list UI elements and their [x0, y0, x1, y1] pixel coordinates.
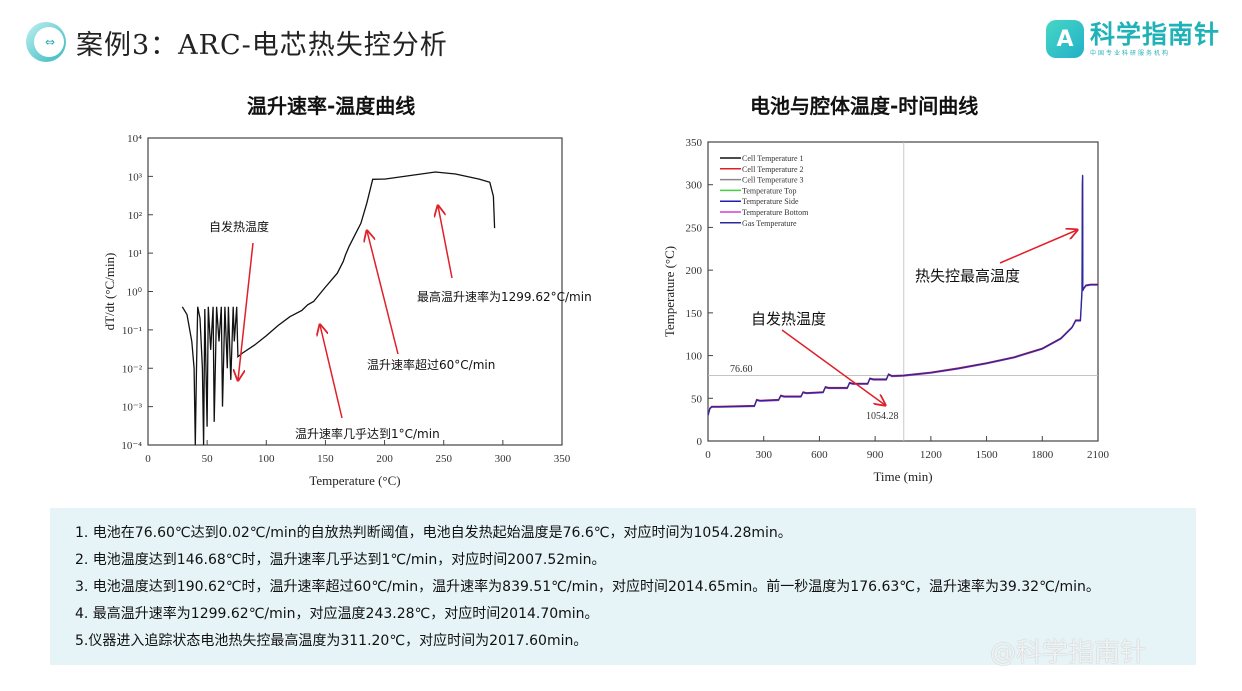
- chart2-ylabel: Temperature (°C): [662, 246, 677, 337]
- chart1-arrow-over-60: [367, 231, 399, 355]
- chart1-annotation-max-rate: 最高温升速率为1299.62°C/min: [417, 290, 592, 304]
- chart2-xtick-label: 2100: [1087, 449, 1110, 461]
- chart1-xlabel: Temperature (°C): [309, 473, 400, 488]
- summary-line-2: 2. 电池温度达到146.68℃时，温升速率几乎达到1℃/min，对应时间200…: [75, 552, 606, 568]
- summary-line-4: 4. 最高温升速率为1299.62℃/min，对应温度243.28℃，对应时间2…: [75, 606, 599, 622]
- chart2-legend-label: Temperature Top: [742, 186, 797, 195]
- chart1-xtick-label: 250: [435, 453, 452, 465]
- page-title: 案例3：ARC-电芯热失控分析: [76, 29, 448, 61]
- chart1-xtick-label: 200: [376, 453, 393, 465]
- summary-line-1: 1. 电池在76.60℃达到0.02℃/min的自放热判断阈值，电池自发热起始温…: [75, 525, 792, 541]
- chart1-ytick-label: 10⁴: [127, 133, 142, 145]
- chart1-ytick-label: 10¹: [128, 248, 142, 260]
- chart1-annotation-self-heating: 自发热温度: [209, 220, 270, 234]
- brand-logo: A 科学指南针 中国专业科研服务机构: [1046, 20, 1220, 58]
- chart2-reference-y-label: 76.60: [730, 364, 753, 375]
- chart1-annotation-near-1: 温升速率几乎达到1°C/min: [295, 427, 440, 441]
- logo-badge-icon: A: [1046, 20, 1084, 58]
- header: ⇔ 案例3：ARC-电芯热失控分析: [26, 22, 448, 62]
- chart2-title: 电池与腔体温度-时间曲线: [750, 94, 979, 118]
- chart1-xtick-label: 100: [258, 453, 275, 465]
- logo-name: 科学指南针: [1090, 19, 1221, 49]
- chart1-ylabel: dT/dt (°C/min): [102, 253, 117, 331]
- chart1-ytick-label: 10⁻¹: [122, 325, 142, 337]
- chart1-xtick-label: 150: [317, 453, 334, 465]
- chart2-xtick-label: 1500: [976, 449, 999, 461]
- chart2-ytick-label: 100: [686, 351, 703, 363]
- chart1-arrow-near-1: [320, 325, 343, 419]
- chart2-legend-label: Gas Temperature: [742, 219, 797, 228]
- chart1-title: 温升速率-温度曲线: [247, 94, 416, 118]
- compass-icon: ⇔: [26, 22, 66, 62]
- chart1-arrow-max-rate: [438, 206, 453, 279]
- chart2-ytick-label: 350: [686, 137, 703, 149]
- chart2-legend-label: Cell Temperature 3: [742, 176, 804, 185]
- logo-subtitle: 中国专业科研服务机构: [1090, 49, 1171, 57]
- chart2-xtick-label: 900: [867, 449, 884, 461]
- chart2-legend-label: Temperature Side: [742, 197, 799, 206]
- chart1-xtick-label: 350: [554, 453, 571, 465]
- chart2-xtick-label: 1200: [920, 449, 943, 461]
- chart2-ytick-label: 0: [697, 436, 703, 448]
- chart2-legend-label: Cell Temperature 2: [742, 165, 804, 174]
- chart2-reference-x-label: 1054.28: [866, 411, 899, 422]
- chart1-xtick-label: 300: [495, 453, 512, 465]
- chart2-legend-label: Cell Temperature 1: [742, 154, 804, 163]
- chart2-frame: [707, 141, 1099, 442]
- chart2-ytick-label: 150: [686, 308, 703, 320]
- chart1-ytick-label: 10⁰: [127, 287, 143, 299]
- chart2-ytick-label: 200: [686, 265, 703, 277]
- chart1-xtick-label: 50: [202, 453, 214, 465]
- chart1-ytick-label: 10⁻³: [122, 402, 143, 414]
- chart2-ytick-label: 250: [686, 222, 703, 234]
- chart2-xtick-label: 0: [705, 449, 711, 461]
- chart2-annotation-self-heating: 自发热温度: [751, 310, 827, 328]
- watermark: @科学指南针: [990, 638, 1147, 668]
- chart1-ytick-label: 10⁻⁴: [121, 440, 142, 452]
- chart1-xtick-label: 0: [145, 453, 151, 465]
- chart1-ytick-label: 10⁻²: [122, 363, 143, 375]
- chart2-arrow-max-temp: [999, 230, 1077, 264]
- summary-box: 1. 电池在76.60℃达到0.02℃/min的自放热判断阈值，电池自发热起始温…: [50, 508, 1196, 665]
- chart1-ytick-label: 10³: [128, 171, 143, 183]
- chart2-xlabel: Time (min): [873, 469, 932, 484]
- chart1-ytick-label: 10²: [128, 210, 143, 222]
- chart2-xtick-label: 300: [755, 449, 772, 461]
- summary-line-3: 3. 电池温度达到190.62℃时，温升速率超过60℃/min，温升速率为839…: [75, 579, 1100, 595]
- chart2-ytick-label: 50: [691, 393, 703, 405]
- summary-line-5: 5.仪器进入追踪状态电池热失控最高温度为311.20℃，对应时间为2017.60…: [75, 633, 588, 649]
- chart1-annotation-over-60: 温升速率超过60°C/min: [367, 358, 496, 372]
- chart1-arrow-self-heating: [238, 242, 254, 380]
- chart2-arrow-self-heating: [781, 329, 885, 405]
- chart2-xtick-label: 1800: [1031, 449, 1054, 461]
- chart2-legend-label: Temperature Bottom: [742, 208, 809, 217]
- chart1-series-line: [181, 171, 496, 446]
- chart2-xtick-label: 600: [811, 449, 828, 461]
- chart2-series-line: [707, 175, 1098, 416]
- chart2-annotation-max-temp: 热失控最高温度: [915, 267, 1021, 285]
- chart2-ytick-label: 300: [686, 180, 703, 192]
